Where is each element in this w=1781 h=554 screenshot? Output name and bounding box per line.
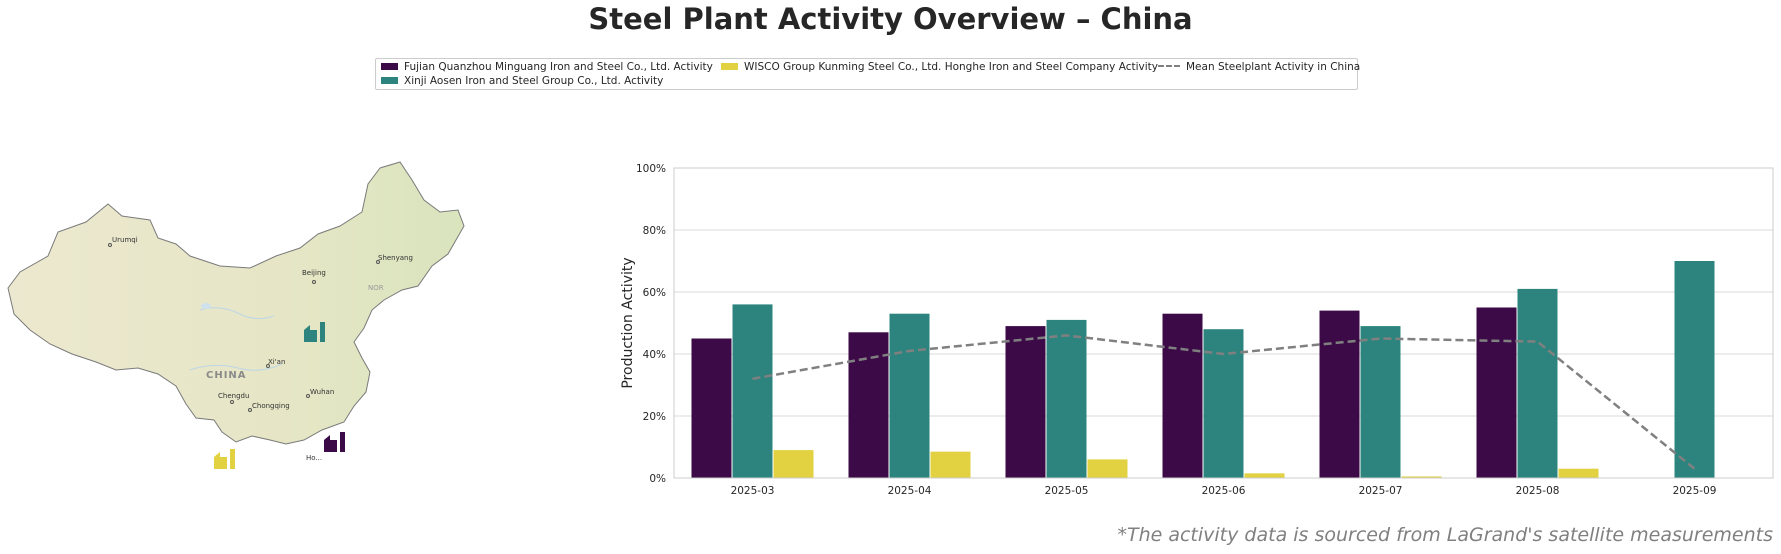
china-map: Urumqi Beijing Shenyang Xi'an Chengdu Ch… [7,161,465,469]
x-tick-label: 2025-05 [1045,485,1089,497]
y-tick-label: 100% [636,163,666,175]
legend-label-xinji: Xinji Aosen Iron and Steel Group Co., Lt… [404,75,664,87]
y-tick-label: 60% [643,287,666,299]
river-icon [199,307,275,320]
x-tick-label: 2025-04 [888,485,932,497]
mean-line-path [752,334,1696,470]
city-ho: Ho... [306,454,322,462]
y-tick-label: 20% [643,411,666,423]
bar [691,338,732,478]
legend-item-wisco: WISCO Group Kunming Steel Co., Ltd. Hong… [721,61,1158,74]
bar [1401,476,1442,478]
bar [1558,468,1599,478]
city-wuhan: Wuhan [310,388,334,396]
city-beijing: Beijing [302,269,326,277]
legend-label-mean: Mean Steelplant Activity in China [1186,61,1361,73]
city-labels: Urumqi Beijing Shenyang Xi'an Chengdu Ch… [108,236,413,462]
bar [1162,313,1203,478]
legend-swatch-wisco [721,62,738,70]
bar [848,332,889,478]
bar [1244,473,1285,478]
china-outline [7,161,465,445]
axis-ticks: 0% 20% 40% 60% 80% 100% 2025-03 2025-04 2025-05 2… [636,163,1716,497]
bar [732,304,773,478]
city-urumqi: Urumqi [112,236,138,244]
x-tick-label: 2025-08 [1516,485,1560,497]
legend-swatch-mean [1158,65,1180,67]
y-tick-label: 0% [649,473,666,485]
bar-chart: 0% 20% 40% 60% 80% 100% 2025-03 2025-04 2025-05 2… [620,163,1774,497]
bar [1319,310,1360,478]
bar [930,451,971,478]
bar [1005,326,1046,478]
mean-line [752,334,1696,470]
legend-label-wisco: WISCO Group Kunming Steel Co., Ltd. Hong… [744,61,1159,73]
plot-frame [673,167,1774,479]
bars [691,261,1715,478]
legend: Fujian Quanzhou Minguang Iron and Steel … [375,58,1360,90]
bar [773,450,814,478]
lake-icon [201,303,211,309]
y-tick-label: 40% [643,349,666,361]
x-tick-label: 2025-03 [731,485,775,497]
legend-swatch-xinji [381,76,398,84]
legend-item-mean: Mean Steelplant Activity in China [1158,61,1360,74]
y-tick-label: 80% [643,225,666,237]
river-icon [189,363,283,371]
x-tick-label: 2025-09 [1673,485,1717,497]
bar [1360,326,1401,478]
label-nor: NOR [368,284,384,292]
city-chongqing: Chongqing [252,402,290,410]
factory-icon-fujian [324,432,345,452]
factory-icon-xinji [304,322,325,342]
x-tick-label: 2025-07 [1359,485,1403,497]
bar [1476,307,1517,478]
legend-item-fujian: Fujian Quanzhou Minguang Iron and Steel … [381,61,713,74]
legend-label-fujian: Fujian Quanzhou Minguang Iron and Steel … [404,61,713,73]
bar [1046,319,1087,478]
bar [1517,288,1558,478]
city-xian: Xi'an [268,358,285,366]
legend-item-xinji: Xinji Aosen Iron and Steel Group Co., Lt… [381,75,663,88]
y-axis-label: Production Activity [620,257,636,388]
bar [1674,261,1715,478]
legend-swatch-fujian [381,62,398,70]
country-label: CHINA [206,370,247,381]
city-shenyang: Shenyang [378,254,413,262]
city-chengdu: Chengdu [218,392,249,400]
footnote: *The activity data is sourced from LaGra… [1117,524,1773,546]
factory-icon-wisco [214,449,235,469]
chart-title: Steel Plant Activity Overview – China [588,2,1193,36]
bar [1087,459,1128,478]
x-tick-label: 2025-06 [1202,485,1246,497]
bar [889,313,930,478]
